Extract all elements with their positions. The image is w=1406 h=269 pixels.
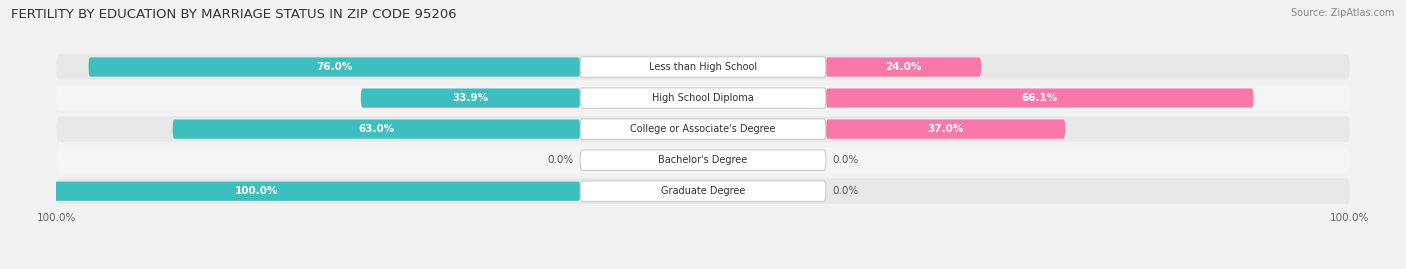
Text: Bachelor's Degree: Bachelor's Degree — [658, 155, 748, 165]
FancyBboxPatch shape — [173, 119, 581, 139]
FancyBboxPatch shape — [825, 119, 1066, 139]
FancyBboxPatch shape — [825, 57, 981, 77]
Text: High School Diploma: High School Diploma — [652, 93, 754, 103]
Text: 76.0%: 76.0% — [316, 62, 353, 72]
Text: 33.9%: 33.9% — [453, 93, 488, 103]
FancyBboxPatch shape — [361, 89, 581, 108]
Text: 66.1%: 66.1% — [1022, 93, 1057, 103]
Text: 0.0%: 0.0% — [832, 186, 859, 196]
Text: FERTILITY BY EDUCATION BY MARRIAGE STATUS IN ZIP CODE 95206: FERTILITY BY EDUCATION BY MARRIAGE STATU… — [11, 8, 457, 21]
FancyBboxPatch shape — [581, 181, 825, 201]
FancyBboxPatch shape — [581, 57, 825, 77]
FancyBboxPatch shape — [581, 88, 825, 108]
FancyBboxPatch shape — [56, 54, 1350, 80]
FancyBboxPatch shape — [56, 116, 1350, 142]
Text: Graduate Degree: Graduate Degree — [661, 186, 745, 196]
FancyBboxPatch shape — [825, 89, 1253, 108]
Text: 63.0%: 63.0% — [359, 124, 395, 134]
FancyBboxPatch shape — [581, 119, 825, 139]
Text: 0.0%: 0.0% — [547, 155, 574, 165]
FancyBboxPatch shape — [56, 85, 1350, 111]
Text: 24.0%: 24.0% — [886, 62, 922, 72]
Text: 37.0%: 37.0% — [928, 124, 963, 134]
Text: Source: ZipAtlas.com: Source: ZipAtlas.com — [1291, 8, 1395, 18]
Text: College or Associate's Degree: College or Associate's Degree — [630, 124, 776, 134]
FancyBboxPatch shape — [56, 147, 1350, 173]
FancyBboxPatch shape — [0, 182, 581, 201]
Text: 0.0%: 0.0% — [832, 155, 859, 165]
FancyBboxPatch shape — [581, 150, 825, 170]
Text: Less than High School: Less than High School — [650, 62, 756, 72]
FancyBboxPatch shape — [56, 178, 1350, 204]
Text: 100.0%: 100.0% — [235, 186, 278, 196]
FancyBboxPatch shape — [89, 57, 581, 77]
